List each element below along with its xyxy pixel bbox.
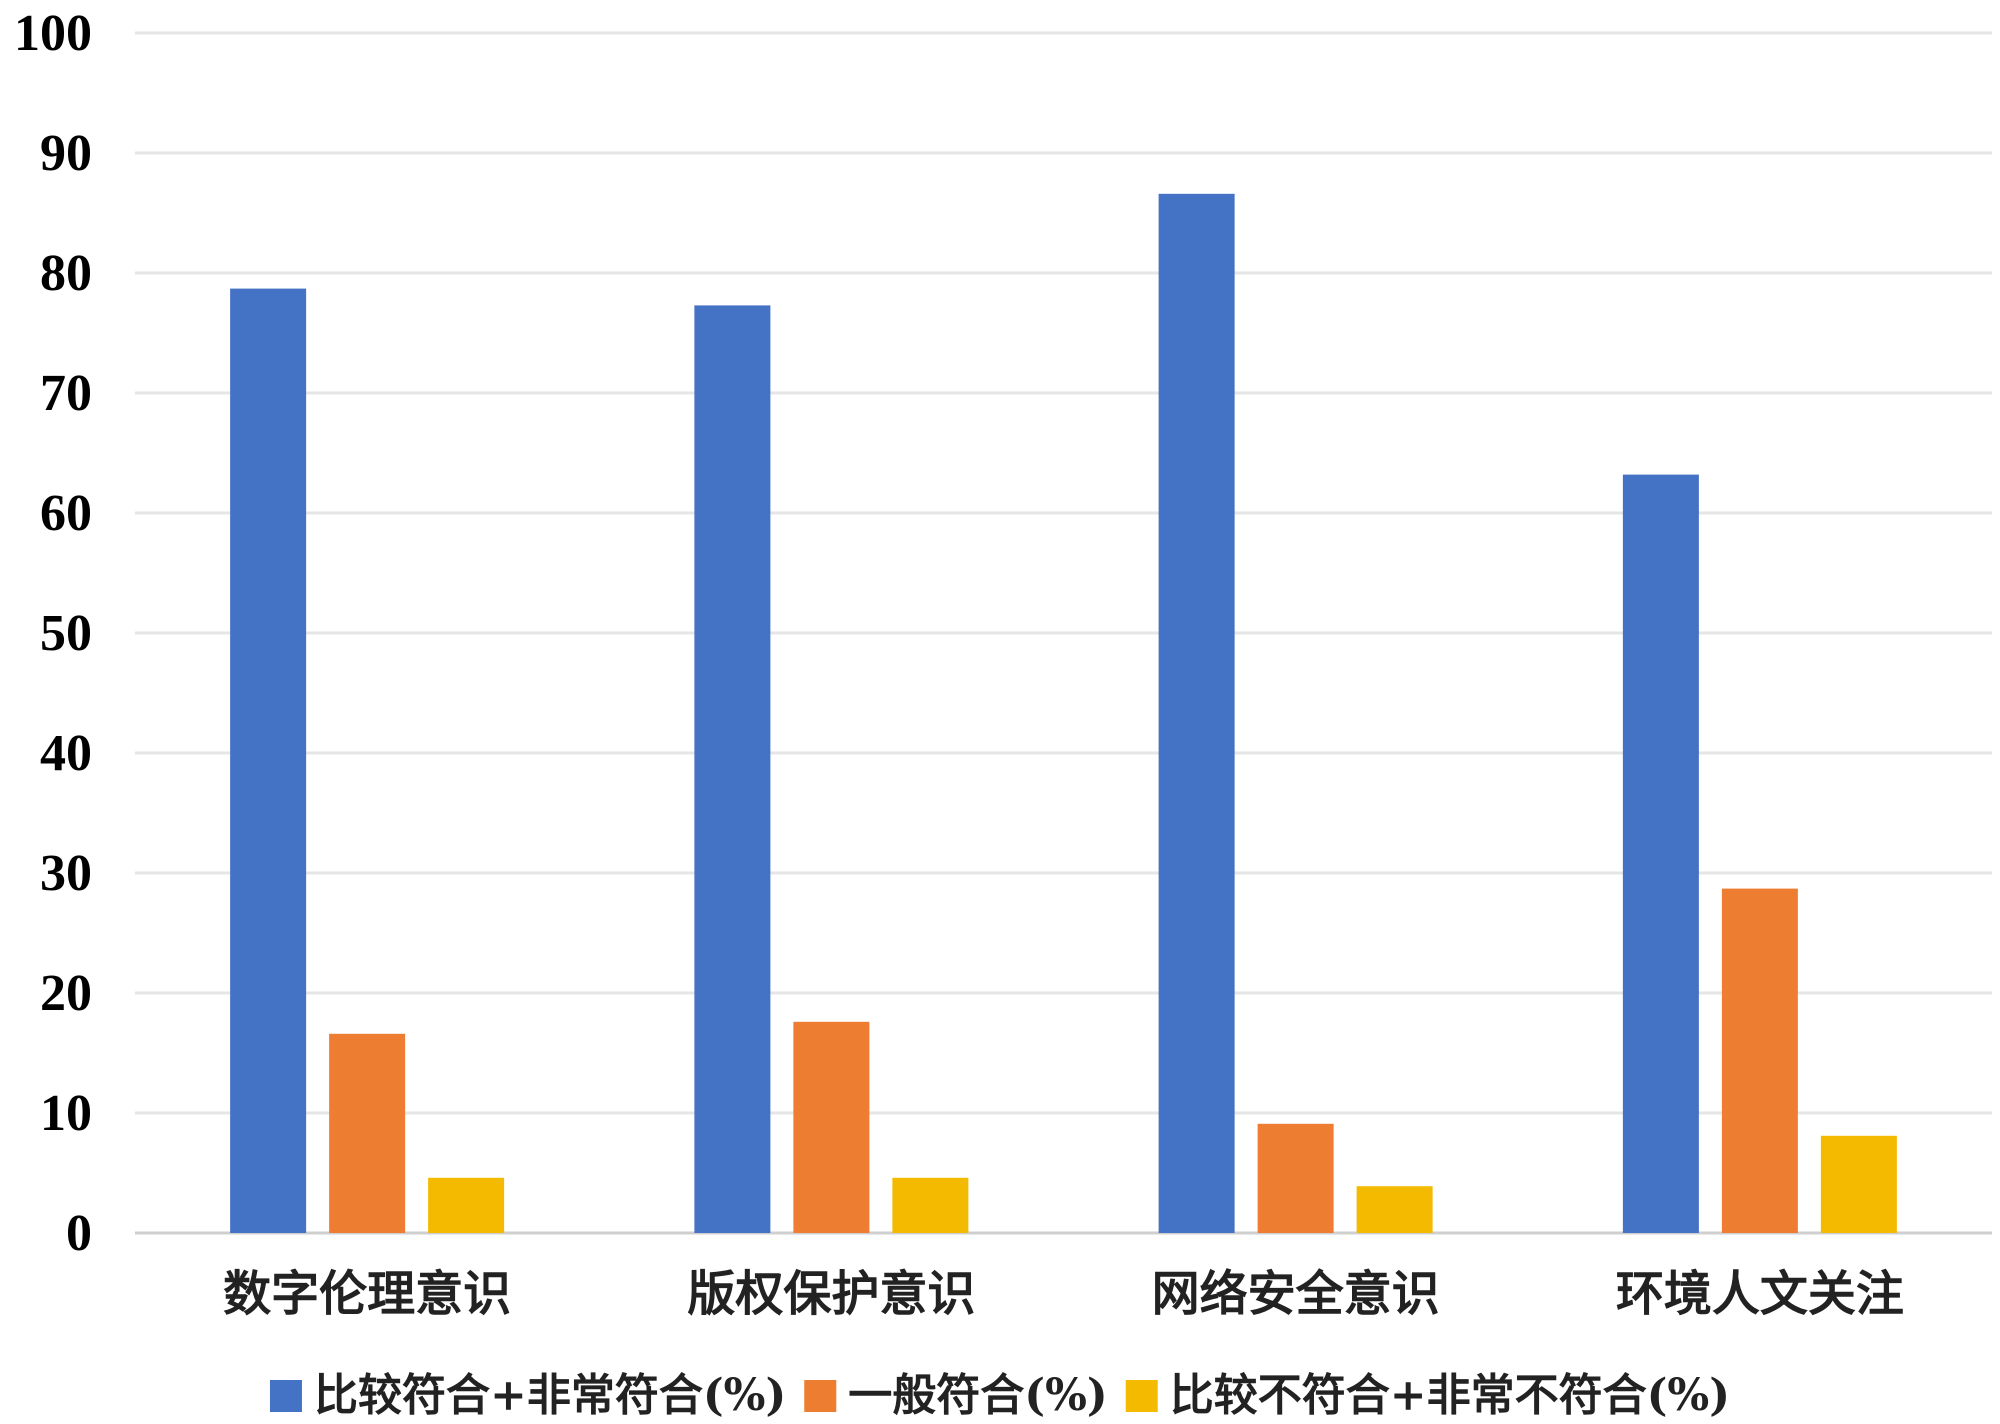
bar-3-4 [1820, 1135, 1897, 1233]
y-tick-label: 10 [40, 1085, 92, 1142]
bars [230, 193, 1897, 1234]
y-tick-label: 80 [40, 245, 92, 302]
bar-3-1 [428, 1177, 505, 1233]
gridlines [135, 31, 1992, 1235]
bar-2-4 [1721, 888, 1798, 1233]
legend-label: 比较符合+非常符合(%) [314, 1370, 786, 1421]
bar-1-4 [1622, 474, 1699, 1234]
y-tick-label: 20 [40, 965, 92, 1022]
legend-label: 一般符合(%) [848, 1370, 1107, 1421]
bar-1-2 [694, 305, 771, 1233]
bar-3-3 [1356, 1186, 1433, 1233]
bar-1-1 [230, 288, 307, 1234]
legend-item: 比较符合+非常符合(%) [269, 1370, 786, 1421]
legend-swatch [1125, 1380, 1158, 1412]
legend: 比较符合+非常符合(%) 一般符合(%) 比较不符合+非常不符合(%) [269, 1370, 1730, 1421]
bar-2-1 [329, 1033, 406, 1233]
legend-item: 一般符合(%) [804, 1370, 1108, 1421]
bar-1-3 [1158, 193, 1235, 1233]
y-tick-label: 60 [40, 485, 92, 542]
legend-swatch [269, 1380, 302, 1412]
y-tick-label: 0 [66, 1205, 92, 1262]
bar-2-3 [1257, 1123, 1334, 1233]
y-axis-ticks: 0 10 20 30 40 50 60 70 80 90 100 [14, 5, 92, 1262]
bar-2-2 [793, 1021, 870, 1233]
y-tick-label: 90 [40, 125, 92, 182]
x-category-label: 环境人文关注 [1616, 1266, 1904, 1322]
y-tick-label: 40 [40, 725, 92, 782]
x-category-label: 版权保护意识 [687, 1266, 975, 1322]
x-category-label: 数字伦理意识 [223, 1266, 511, 1322]
x-category-label: 网络安全意识 [1152, 1266, 1440, 1322]
bar-3-2 [892, 1177, 969, 1233]
y-tick-label: 30 [40, 845, 92, 902]
legend-swatch [804, 1380, 837, 1412]
legend-item: 比较不符合+非常不符合(%) [1125, 1370, 1730, 1421]
legend-label: 比较不符合+非常不符合(%) [1170, 1370, 1730, 1421]
y-tick-label: 70 [40, 365, 92, 422]
y-tick-label: 100 [14, 5, 92, 62]
y-tick-label: 50 [40, 605, 92, 662]
x-axis-labels: 数字伦理意识 版权保护意识 网络安全意识 环境人文关注 [223, 1266, 1904, 1322]
